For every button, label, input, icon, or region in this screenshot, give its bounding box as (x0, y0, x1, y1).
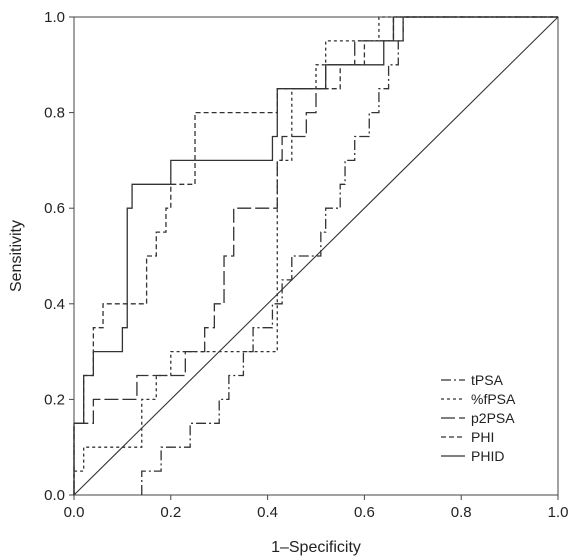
x-axis-title: 1–Specificity (271, 539, 361, 556)
legend: tPSA %fPSA p2PSA PHI PHID (441, 372, 516, 464)
reference-line-group (73, 16, 559, 496)
x-tick-label: 0.8 (451, 504, 472, 521)
series-line-p2psa (73, 16, 558, 495)
y-tick-label: 0.0 (44, 487, 65, 504)
legend-label: PHI (471, 429, 494, 445)
series-line-tpsa (141, 16, 558, 495)
reference-diagonal-line (73, 16, 559, 496)
legend-label: tPSA (471, 372, 504, 388)
x-tick-label: 0.4 (257, 504, 278, 521)
legend-label: p2PSA (471, 410, 515, 426)
y-tick-label: 0.8 (44, 105, 65, 122)
x-tick-label: 0.6 (354, 504, 375, 521)
legend-label: PHID (471, 448, 504, 464)
y-axis-title: Sensitivity (8, 220, 25, 292)
y-tick-label: 0.4 (44, 296, 65, 313)
x-tick-label: 0.0 (64, 504, 85, 521)
axis-ticks: 0.0 0.2 0.4 0.6 0.8 1.0 0.0 0.2 0.4 0.6 0.8 1.0 (44, 9, 568, 521)
series-line-phid (73, 16, 558, 495)
x-tick-label: 1.0 (548, 504, 569, 521)
y-tick-label: 0.6 (44, 200, 65, 217)
x-tick-label: 0.2 (160, 504, 181, 521)
y-tick-label: 0.2 (44, 391, 65, 408)
y-tick-label: 1.0 (44, 9, 65, 26)
legend-label: %fPSA (471, 391, 516, 407)
series-group (73, 16, 558, 495)
